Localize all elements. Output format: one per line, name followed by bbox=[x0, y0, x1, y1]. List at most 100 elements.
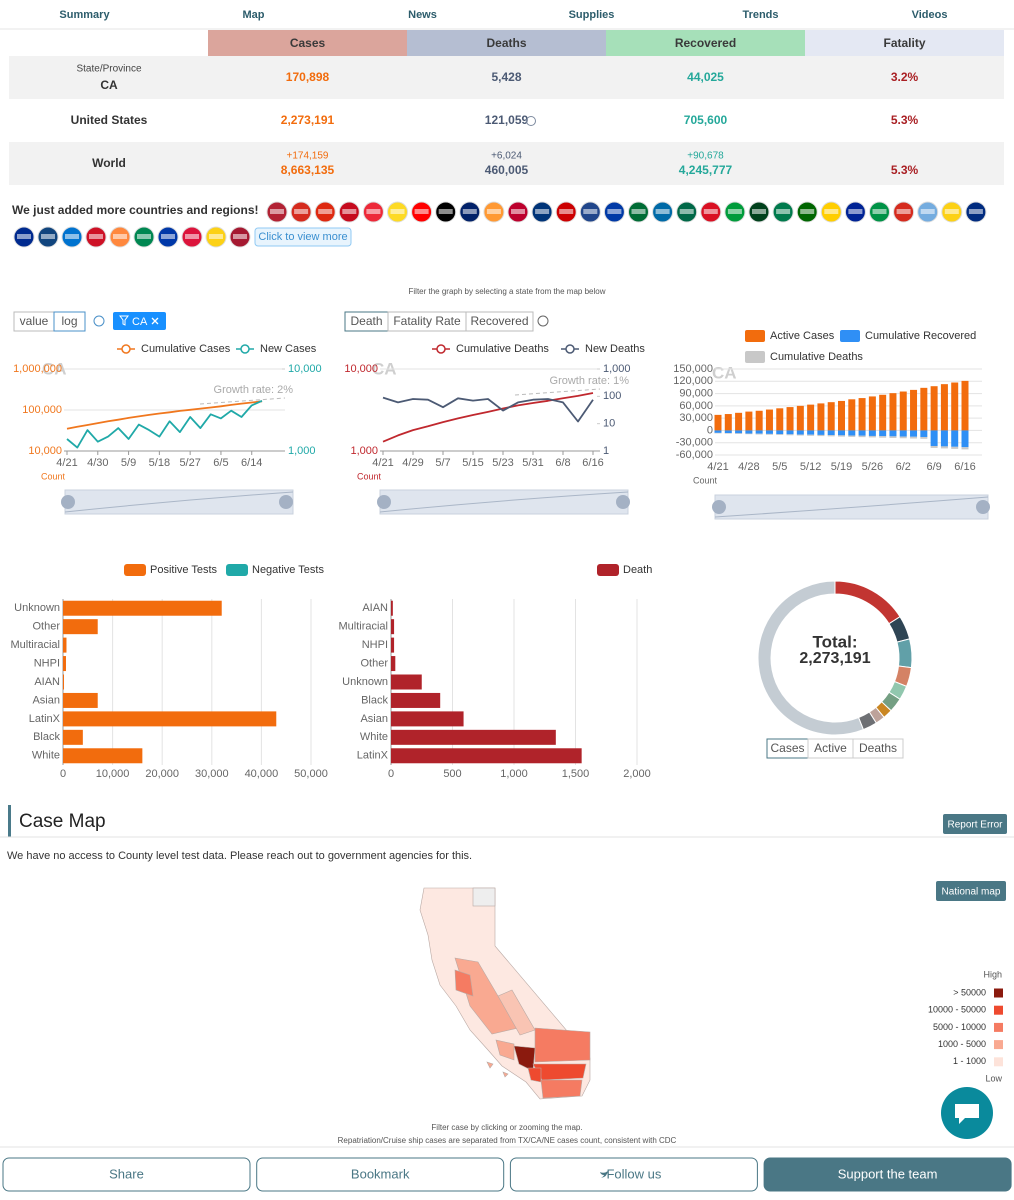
national-map-label[interactable]: National map bbox=[942, 887, 1001, 898]
view-more-button[interactable] bbox=[254, 227, 352, 247]
y-tick-label: 0 bbox=[707, 424, 713, 436]
flag-stripe bbox=[752, 209, 766, 214]
flag-stripe bbox=[559, 209, 574, 214]
donut-segment[interactable] bbox=[896, 638, 913, 669]
metric-label[interactable]: Death bbox=[350, 314, 382, 328]
footer-label[interactable]: Share bbox=[109, 1166, 144, 1181]
bar-segment bbox=[848, 435, 856, 437]
bird-icon bbox=[600, 1171, 608, 1178]
donut-button-label[interactable]: Deaths bbox=[859, 741, 897, 755]
y-tick-label: LatinX bbox=[29, 713, 61, 725]
legend-label[interactable]: Active Cases bbox=[770, 330, 835, 342]
nav-tab[interactable]: Videos bbox=[912, 9, 948, 21]
info-icon[interactable] bbox=[537, 315, 549, 327]
bar-segment bbox=[817, 403, 825, 431]
footer-button[interactable] bbox=[509, 1157, 758, 1192]
california-map[interactable] bbox=[419, 887, 591, 1100]
flag-stripe bbox=[185, 234, 199, 239]
footer-label[interactable]: Support the team bbox=[838, 1166, 938, 1181]
legend-label[interactable]: Cumulative Deaths bbox=[456, 343, 549, 355]
legend-swatch bbox=[994, 1022, 1003, 1032]
x-tick-label: 4/21 bbox=[707, 461, 728, 473]
nav-tab[interactable]: Supplies bbox=[569, 9, 615, 21]
bar-segment bbox=[735, 412, 743, 431]
bar-segment bbox=[879, 430, 887, 437]
state-filter-label[interactable]: CA bbox=[132, 316, 148, 328]
bar-segment bbox=[930, 430, 938, 446]
filter-icon bbox=[119, 315, 129, 326]
nav-tab[interactable]: Map bbox=[243, 9, 265, 21]
legend-label[interactable]: > 50000 bbox=[953, 987, 986, 997]
report-error-label[interactable]: Report Error bbox=[947, 820, 1003, 831]
bar-segment bbox=[838, 430, 845, 436]
row-label: United States bbox=[71, 113, 148, 127]
bar bbox=[63, 637, 67, 653]
legend-label[interactable]: 1 - 1000 bbox=[953, 1056, 986, 1066]
bar-segment bbox=[910, 430, 918, 437]
legend-label[interactable]: Positive Tests bbox=[150, 564, 218, 576]
info-icon[interactable] bbox=[93, 315, 105, 327]
y-tick-label: 10,000 bbox=[344, 363, 378, 375]
row-sublabel: State/Province bbox=[76, 64, 141, 75]
legend-label[interactable]: New Deaths bbox=[585, 343, 645, 355]
legend-label[interactable]: Cumulative Recovered bbox=[865, 330, 976, 342]
donut-segment[interactable] bbox=[757, 580, 864, 736]
y-tick-label: NHPI bbox=[362, 639, 388, 651]
footer-button[interactable] bbox=[763, 1157, 1012, 1192]
donut-button[interactable] bbox=[852, 738, 904, 759]
legend-swatch bbox=[124, 564, 146, 576]
scale-label[interactable]: value bbox=[20, 314, 49, 328]
bar-segment bbox=[838, 400, 845, 431]
bar-segment bbox=[848, 399, 856, 431]
bar-segment bbox=[930, 445, 938, 448]
legend-label[interactable]: Cumulative Deaths bbox=[770, 351, 863, 363]
x-tick-label: 6/16 bbox=[582, 457, 603, 469]
section-marker bbox=[8, 805, 11, 837]
info-icon[interactable] bbox=[526, 116, 536, 126]
footer-label[interactable]: Follow us bbox=[606, 1166, 661, 1181]
footer-button[interactable] bbox=[256, 1157, 505, 1192]
nav-tab[interactable]: Summary bbox=[59, 9, 110, 21]
scale-button[interactable] bbox=[53, 311, 86, 332]
legend-marker bbox=[121, 344, 131, 354]
flag-stripe bbox=[800, 209, 815, 214]
flag-stripe bbox=[65, 234, 79, 239]
flag-stripe bbox=[535, 209, 550, 214]
scale-label[interactable]: log bbox=[61, 314, 77, 328]
y-tick-label: -30,000 bbox=[676, 437, 713, 449]
legend-label[interactable]: Death bbox=[623, 564, 652, 576]
footer-button[interactable] bbox=[2, 1157, 251, 1192]
bar-segment bbox=[724, 414, 732, 431]
legend-label[interactable]: Negative Tests bbox=[252, 564, 324, 576]
stat-value: 170,898 bbox=[286, 70, 330, 84]
y-tick-label: White bbox=[32, 750, 60, 762]
donut-button-label[interactable]: Active bbox=[814, 741, 847, 755]
metric-label[interactable]: Fatality Rate bbox=[393, 314, 461, 328]
legend-label[interactable]: New Cases bbox=[260, 343, 317, 355]
x-tick-label: 5/23 bbox=[492, 457, 513, 469]
footer-label[interactable]: Bookmark bbox=[351, 1166, 410, 1181]
bar bbox=[391, 729, 556, 745]
legend-label[interactable]: 1000 - 5000 bbox=[938, 1039, 986, 1049]
bar bbox=[391, 674, 422, 690]
legend-swatch bbox=[994, 1040, 1003, 1050]
national-map-button[interactable] bbox=[936, 881, 1006, 901]
legend-label[interactable]: 5000 - 10000 bbox=[933, 1022, 986, 1032]
view-more-label[interactable]: Click to view more bbox=[258, 231, 347, 243]
bar-segment bbox=[827, 435, 835, 437]
legend-label[interactable]: Cumulative Cases bbox=[141, 343, 231, 355]
report-error-button[interactable] bbox=[943, 814, 1007, 834]
metric-label[interactable]: Recovered bbox=[470, 314, 528, 328]
x-tick-label: 10,000 bbox=[96, 768, 130, 780]
nav-tab[interactable]: Trends bbox=[742, 9, 778, 21]
x-tick-label: 5/15 bbox=[462, 457, 483, 469]
nav-tab[interactable]: News bbox=[408, 9, 437, 21]
metric-button[interactable] bbox=[465, 311, 534, 332]
donut-button-label[interactable]: Cases bbox=[770, 741, 804, 755]
x-tick-label: 5/19 bbox=[831, 461, 852, 473]
legend-swatch bbox=[745, 330, 765, 342]
y-tick-label: 30,000 bbox=[679, 412, 713, 424]
x-tick-label: 5/27 bbox=[179, 457, 200, 469]
legend-swatch bbox=[840, 330, 860, 342]
legend-label[interactable]: 10000 - 50000 bbox=[928, 1005, 986, 1015]
